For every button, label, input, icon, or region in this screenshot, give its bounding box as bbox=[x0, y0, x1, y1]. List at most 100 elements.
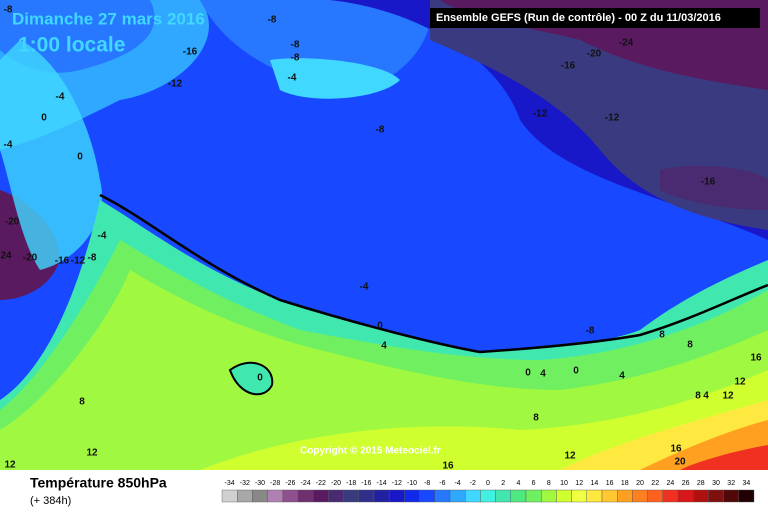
forecast-date: Dimanche 27 mars 2016 bbox=[12, 9, 205, 28]
legend-label: 4 bbox=[516, 480, 520, 487]
legend-label: 30 bbox=[712, 480, 720, 487]
legend-label: 22 bbox=[651, 480, 659, 487]
legend-label: 0 bbox=[486, 480, 490, 487]
legend-label: -26 bbox=[285, 480, 295, 487]
contour-label: 0 bbox=[525, 368, 531, 379]
contour-label: -12 bbox=[533, 109, 548, 120]
contour-label: -4 bbox=[288, 73, 297, 84]
contour-label: 4 bbox=[381, 341, 387, 352]
legend-label: -34 bbox=[225, 480, 235, 487]
legend-swatch bbox=[677, 489, 694, 503]
legend-swatch bbox=[708, 489, 724, 503]
legend-label: 12 bbox=[575, 480, 583, 487]
legend-label: 10 bbox=[560, 480, 568, 487]
contour-label: 12 bbox=[86, 448, 98, 459]
contour-label: -24 bbox=[619, 38, 634, 49]
contour-label: -20 bbox=[5, 217, 20, 228]
legend-swatch bbox=[693, 489, 709, 503]
contour-label: -16 bbox=[561, 61, 576, 72]
legend-swatch bbox=[525, 489, 542, 503]
legend-swatch bbox=[434, 489, 451, 503]
contour-label: 4 bbox=[540, 369, 546, 380]
legend-label: 16 bbox=[606, 480, 614, 487]
legend-swatch bbox=[495, 489, 512, 503]
contour-labels: -8-8-16-8-8-4-12-40-8-12 -12-16-20-24-16-… bbox=[0, 5, 762, 472]
contour-label: -8 bbox=[586, 326, 595, 337]
contour-label: -4 bbox=[56, 92, 65, 103]
contour-label: 12 bbox=[4, 460, 16, 471]
lead-time: (+ 384h) bbox=[30, 495, 71, 507]
contour-label: -4 bbox=[98, 231, 107, 242]
contour-label: -8 bbox=[268, 15, 277, 26]
legend-swatch bbox=[297, 489, 314, 503]
color-legend: -34 -32 -30 -28 -26 -24 -22 -20 -18 -16 -14 -12 -10-… bbox=[221, 480, 755, 503]
legend-label: -16 bbox=[361, 480, 371, 487]
contour-label: -20 bbox=[23, 253, 38, 264]
legend-label: 24 bbox=[667, 480, 675, 487]
legend-label: -18 bbox=[346, 480, 356, 487]
legend-swatch bbox=[343, 489, 360, 503]
legend-swatch bbox=[480, 489, 496, 503]
contour-label: 8 bbox=[79, 397, 85, 408]
contour-label: -8 bbox=[376, 125, 385, 136]
legend-label: 26 bbox=[682, 480, 690, 487]
contour-label: 12 bbox=[564, 451, 576, 462]
legend-swatch bbox=[419, 489, 436, 503]
legend-swatch bbox=[236, 489, 253, 503]
contour-label: -20 bbox=[587, 49, 602, 60]
contour-label: -16 bbox=[701, 177, 716, 188]
contour-label: 0 bbox=[41, 113, 47, 124]
legend-swatch bbox=[389, 489, 405, 503]
legend-swatch bbox=[541, 489, 557, 503]
legend-label: -32 bbox=[240, 480, 250, 487]
legend-label: 32 bbox=[727, 480, 735, 487]
legend-swatch bbox=[510, 489, 527, 503]
temperature-field bbox=[0, 0, 768, 470]
legend-label: -22 bbox=[316, 480, 326, 487]
legend-label: 28 bbox=[697, 480, 705, 487]
contour-label: 20 bbox=[674, 457, 686, 468]
legend-label: -6 bbox=[439, 480, 445, 487]
contour-label: -4 bbox=[360, 282, 369, 293]
contour-label: 24 bbox=[0, 251, 12, 262]
legend-swatch bbox=[282, 489, 299, 503]
legend-label: -20 bbox=[331, 480, 341, 487]
contour-label: 16 bbox=[750, 353, 762, 364]
legend-label: 18 bbox=[621, 480, 629, 487]
legend-label: -10 bbox=[407, 480, 417, 487]
contour-label: 0 bbox=[257, 373, 263, 384]
contour-label: -16 bbox=[183, 47, 198, 58]
contour-label: 8 bbox=[659, 330, 665, 341]
contour-label: -8 bbox=[291, 53, 300, 64]
legend-swatch bbox=[404, 489, 420, 503]
legend-label: -24 bbox=[301, 480, 311, 487]
legend-label: 2 bbox=[501, 480, 505, 487]
legend-label: -14 bbox=[377, 480, 387, 487]
contour-label: 16 bbox=[670, 444, 682, 455]
contour-label: -12 bbox=[71, 256, 86, 267]
contour-label: 4 bbox=[619, 371, 625, 382]
contour-label: -12 bbox=[168, 79, 183, 90]
contour-label: -8 bbox=[291, 40, 300, 51]
contour-label: -8 bbox=[4, 5, 13, 16]
legend-swatch bbox=[617, 489, 633, 503]
contour-label: -8 bbox=[88, 253, 97, 264]
legend-label: 14 bbox=[591, 480, 599, 487]
legend-label: 6 bbox=[532, 480, 536, 487]
legend-swatch bbox=[267, 489, 284, 503]
legend-swatch bbox=[449, 489, 466, 503]
contour-label: 12 bbox=[722, 391, 734, 402]
legend-swatch bbox=[373, 489, 390, 503]
run-info: Ensemble GEFS (Run de contrôle) - 00 Z d… bbox=[436, 12, 721, 24]
legend-swatch bbox=[723, 489, 739, 503]
contour-label: 8 bbox=[695, 391, 701, 402]
contour-label: 12 bbox=[734, 377, 746, 388]
legend-label: -12 bbox=[392, 480, 402, 487]
legend-swatch bbox=[571, 489, 587, 503]
parameter-title: Température 850hPa bbox=[30, 475, 167, 491]
run-banner bbox=[430, 8, 760, 28]
legend-swatch bbox=[662, 489, 679, 503]
contour-label: -12 bbox=[605, 113, 620, 124]
legend-swatch bbox=[252, 489, 268, 503]
